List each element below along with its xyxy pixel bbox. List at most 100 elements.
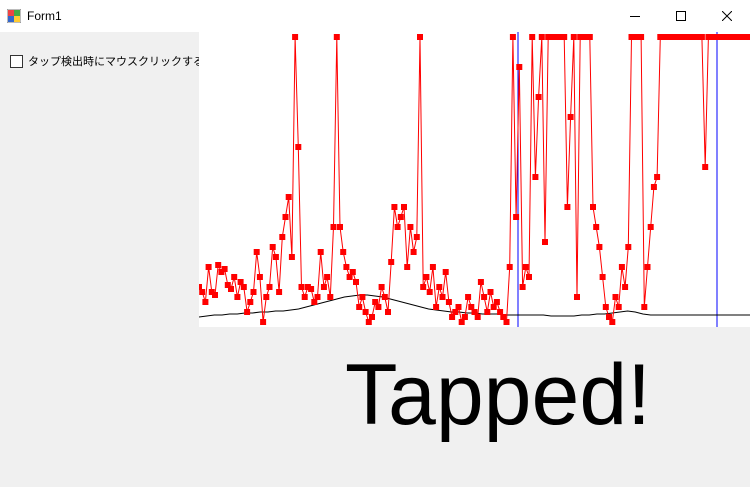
signal-point: [465, 294, 472, 300]
signal-point: [634, 34, 641, 40]
minimize-icon: [630, 16, 640, 17]
signal-point: [212, 292, 218, 298]
signal-point: [356, 304, 363, 310]
signal-point: [442, 269, 449, 275]
signal-plot: [199, 32, 750, 327]
signal-point: [606, 314, 612, 320]
minimize-button[interactable]: [612, 0, 658, 32]
signal-point: [359, 294, 366, 300]
signal-point: [397, 214, 404, 220]
signal-series-line: [199, 36, 750, 324]
signal-point: [702, 164, 709, 170]
signal-point: [513, 214, 520, 220]
signal-point: [404, 264, 411, 270]
signal-point: [471, 309, 478, 315]
signal-point: [698, 34, 705, 40]
signal-point: [378, 284, 385, 290]
signal-point: [657, 34, 664, 40]
signal-point: [436, 284, 443, 290]
signal-point: [660, 34, 667, 40]
signal-point: [666, 34, 673, 40]
signal-point: [574, 294, 580, 300]
signal-point: [317, 249, 324, 255]
signal-point: [228, 286, 234, 292]
signal-point: [343, 264, 350, 270]
signal-point: [497, 309, 504, 315]
signal-point: [298, 284, 305, 290]
signal-point: [224, 282, 231, 288]
signal-point: [381, 294, 388, 300]
signal-point: [686, 34, 693, 40]
signal-point: [253, 249, 260, 255]
maximize-button[interactable]: [658, 0, 704, 32]
signal-point: [493, 299, 500, 305]
signal-point: [682, 34, 689, 40]
signal-point: [320, 284, 327, 290]
signal-point: [718, 34, 725, 40]
signal-point: [625, 244, 632, 250]
signal-point: [609, 319, 616, 325]
title-bar: Form1: [0, 0, 750, 32]
signal-point: [516, 64, 523, 70]
signal-point: [407, 224, 414, 230]
signal-point: [708, 34, 715, 40]
mouse-click-checkbox[interactable]: [10, 54, 23, 68]
signal-point: [727, 34, 734, 40]
signal-point: [445, 299, 452, 305]
signal-point: [452, 309, 459, 315]
signal-point: [234, 294, 241, 300]
signal-point: [599, 274, 606, 280]
signal-point: [551, 34, 558, 40]
signal-point: [218, 269, 225, 275]
signal-point: [410, 249, 417, 255]
signal-point: [542, 239, 548, 245]
signal-point: [692, 34, 699, 40]
signal-point: [276, 289, 283, 295]
signal-point: [449, 314, 456, 320]
signal-point: [417, 34, 423, 40]
close-icon: [722, 11, 732, 21]
signal-point: [237, 279, 244, 285]
signal-point: [288, 254, 295, 260]
signal-point: [490, 304, 497, 310]
signal-point: [324, 274, 331, 280]
signal-point: [602, 304, 609, 310]
signal-point: [641, 304, 648, 310]
signal-point: [272, 254, 279, 260]
signal-point: [628, 34, 635, 40]
signal-point: [676, 34, 683, 40]
signal-point: [372, 299, 379, 305]
signal-point: [401, 204, 407, 210]
signal-point: [349, 269, 356, 275]
signal-point: [433, 304, 440, 310]
signal-point: [654, 174, 661, 180]
signal-point: [269, 244, 276, 250]
signal-point: [247, 299, 254, 305]
signal-point: [474, 314, 481, 320]
signal-point: [564, 204, 571, 210]
close-button[interactable]: [704, 0, 750, 32]
signal-point: [439, 294, 446, 300]
signal-point: [481, 294, 488, 300]
signal-point: [734, 34, 741, 40]
signal-point: [477, 279, 484, 285]
signal-point: [461, 314, 468, 320]
mouse-click-checkbox-row[interactable]: タップ検出時にマウスクリックする: [10, 53, 204, 69]
signal-point: [519, 284, 526, 290]
signal-point: [202, 299, 209, 305]
signal-point: [240, 284, 247, 290]
signal-point: [644, 264, 651, 270]
signal-point: [548, 34, 555, 40]
signal-point: [545, 34, 552, 40]
signal-point: [199, 289, 206, 295]
signal-point: [208, 289, 215, 295]
signal-point: [369, 314, 375, 320]
window-title: Form1: [27, 9, 62, 23]
signal-point: [458, 319, 465, 325]
signal-point: [337, 224, 343, 230]
signal-point: [330, 224, 337, 230]
signal-point: [721, 34, 728, 40]
signal-point: [362, 309, 369, 315]
signal-point: [593, 224, 600, 230]
tapped-status-text: Tapped!: [345, 347, 652, 443]
